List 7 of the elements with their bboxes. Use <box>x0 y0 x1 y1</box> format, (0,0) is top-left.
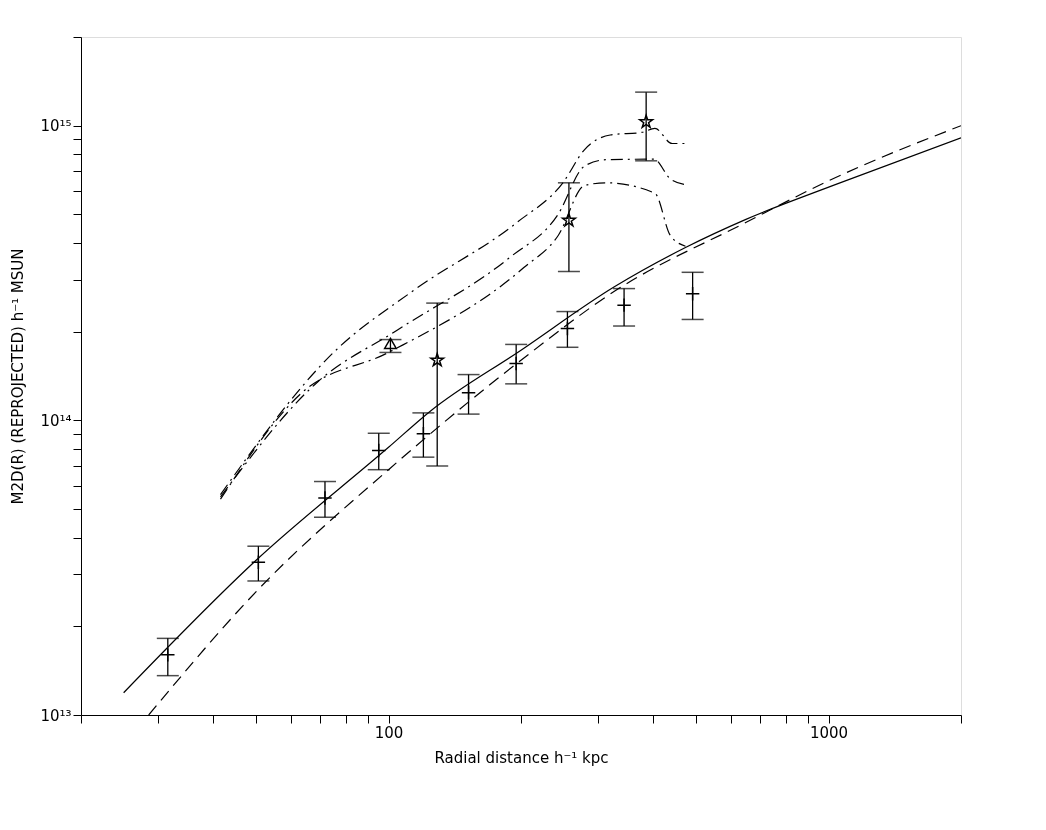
y-tick-label: 10¹⁴ <box>40 411 72 430</box>
x-tick-label: 100 <box>374 723 404 742</box>
y-tick-label: 10¹³ <box>40 706 72 725</box>
y-tick-label: 10¹⁵ <box>40 117 72 136</box>
y-axis-title: M2D(R) (REPROJECTED) h⁻¹ MSUN <box>9 248 28 505</box>
x-tick-label: 1000 <box>809 723 849 742</box>
x-axis-title: Radial distance h⁻¹ kpc <box>434 748 609 767</box>
